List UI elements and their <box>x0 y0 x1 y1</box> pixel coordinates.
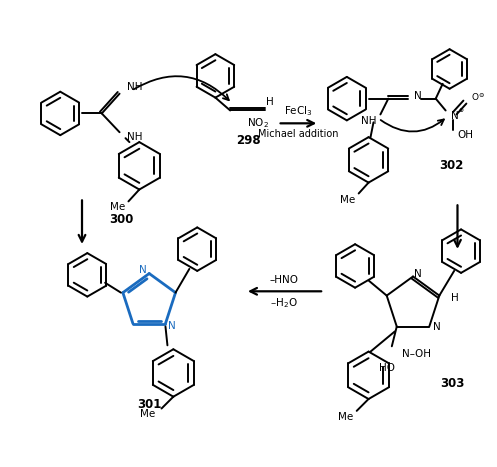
Text: –HNO: –HNO <box>269 276 298 285</box>
Text: Michael addition: Michael addition <box>258 129 338 139</box>
Text: Me: Me <box>338 412 353 422</box>
Text: N: N <box>451 112 458 121</box>
Text: $^{\oplus}$: $^{\oplus}$ <box>458 107 465 116</box>
Text: 300: 300 <box>109 212 134 226</box>
Text: N: N <box>168 320 176 331</box>
Text: H: H <box>266 97 274 106</box>
Text: HO: HO <box>379 363 395 373</box>
Text: NO$_2$: NO$_2$ <box>247 116 269 130</box>
Text: N: N <box>433 322 441 332</box>
Text: H: H <box>451 293 459 303</box>
Text: Me: Me <box>340 195 355 205</box>
Text: NH: NH <box>361 116 376 127</box>
Text: OH: OH <box>457 130 474 140</box>
Text: N: N <box>414 269 422 278</box>
Text: 302: 302 <box>439 159 464 172</box>
Text: N: N <box>139 265 147 275</box>
Text: FeCl$_3$: FeCl$_3$ <box>284 105 313 118</box>
Text: N: N <box>414 91 422 101</box>
Text: N–OH: N–OH <box>402 349 431 359</box>
Text: 303: 303 <box>440 377 465 389</box>
Text: 298: 298 <box>236 134 260 147</box>
Text: NH: NH <box>127 82 143 92</box>
Text: NH: NH <box>127 132 143 142</box>
Text: Me: Me <box>110 202 125 212</box>
Text: –H$_2$O: –H$_2$O <box>270 296 297 310</box>
Text: Me: Me <box>140 410 155 419</box>
Text: O$^{\ominus}$: O$^{\ominus}$ <box>471 92 486 104</box>
Text: 301: 301 <box>137 398 162 411</box>
